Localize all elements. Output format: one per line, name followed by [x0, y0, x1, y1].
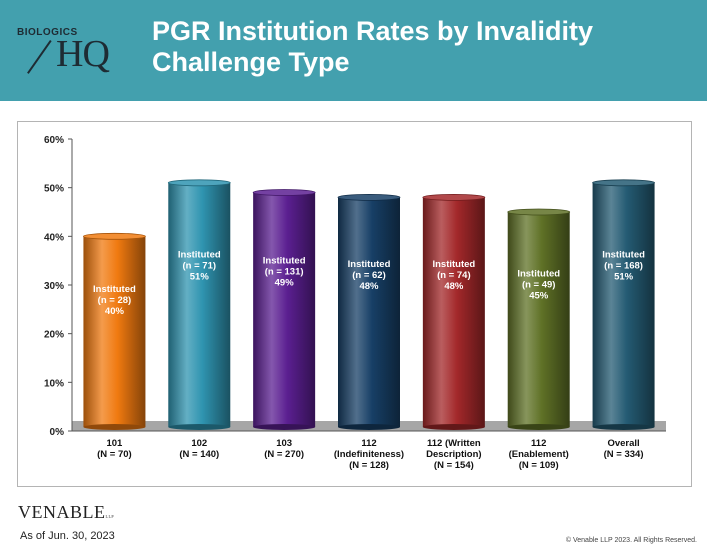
- x-category-label: (Enablement): [509, 449, 569, 460]
- bar-data-label: (n = 74): [437, 270, 471, 281]
- y-tick-label: 40%: [44, 232, 64, 243]
- bar-data-label: Instituted: [432, 259, 475, 270]
- x-category-label: 112: [361, 438, 376, 449]
- x-category-label: (N = 334): [604, 449, 644, 460]
- x-category-label: 102: [191, 438, 207, 449]
- venable-logo: VENABLELLP: [18, 502, 114, 523]
- bar-base: [168, 424, 231, 430]
- biologics-logo-text: BIOLOGICS: [17, 27, 78, 38]
- bar-body: [338, 197, 400, 427]
- bar-6: [507, 208, 571, 430]
- x-category-label: (N = 154): [434, 460, 474, 471]
- copyright-notice: © Venable LLP 2023. All Rights Reserved.: [565, 537, 697, 544]
- firm-logo-suffix: LLP: [105, 514, 115, 519]
- hq-logo-text: HQ: [56, 33, 110, 75]
- bar-1: [83, 232, 146, 430]
- x-category-label: (N = 109): [519, 460, 559, 471]
- y-tick-label: 20%: [44, 330, 64, 341]
- bar-data-label: 49%: [275, 278, 295, 289]
- bar-4: [337, 193, 401, 430]
- x-category-label: (N = 270): [264, 449, 304, 460]
- y-tick-label: 60%: [44, 135, 64, 146]
- bar-base: [507, 424, 570, 430]
- bar-data-label: (n = 49): [522, 279, 556, 290]
- bar-2: [167, 179, 231, 430]
- bar-body: [422, 197, 485, 427]
- bar-5: [422, 193, 486, 430]
- bar-body: [253, 192, 316, 427]
- bar-cap: [507, 208, 571, 216]
- bar-data-label: (n = 62): [352, 270, 386, 281]
- y-tick-label: 0%: [50, 427, 65, 438]
- bar-data-label: (n = 28): [98, 295, 132, 306]
- bar-base: [422, 424, 485, 430]
- bar-data-label: 40%: [105, 306, 125, 317]
- y-tick-label: 30%: [44, 281, 64, 292]
- y-tick-label: 50%: [44, 184, 64, 195]
- bar-data-label: Instituted: [178, 249, 221, 260]
- bar-cap: [83, 232, 146, 240]
- bar-base: [83, 424, 146, 430]
- bar-data-label: Instituted: [517, 268, 560, 279]
- bar-base: [338, 424, 400, 430]
- bar-data-label: Instituted: [93, 284, 136, 295]
- bar-data-label: Instituted: [602, 249, 645, 260]
- bar-cap: [422, 193, 486, 201]
- bar-cap: [592, 179, 655, 187]
- x-category-label: (N = 70): [97, 449, 132, 460]
- bar-data-label: Instituted: [263, 256, 306, 267]
- bar-data-label: Instituted: [348, 259, 391, 270]
- bar-3: [252, 189, 316, 430]
- bar-body: [168, 182, 231, 427]
- bar-data-label: (n = 71): [183, 260, 217, 271]
- bar-cap: [337, 193, 401, 201]
- bar-data-label: (n = 131): [265, 267, 304, 278]
- x-category-label: (N = 140): [179, 449, 219, 460]
- as-of-date: As of Jun. 30, 2023: [20, 530, 115, 542]
- x-category-label: (N = 128): [349, 460, 389, 471]
- bar-data-label: 48%: [359, 281, 379, 292]
- bar-base: [592, 424, 655, 430]
- bar-data-label: (n = 168): [604, 260, 643, 271]
- header-banner: BIOLOGICS HQ PGR Institution Rates by In…: [0, 0, 707, 101]
- bar-data-label: 48%: [444, 281, 464, 292]
- firm-logo-text: VENABLE: [18, 502, 106, 522]
- bar-data-label: 51%: [614, 271, 634, 282]
- bar-cap: [252, 189, 316, 196]
- x-category-label: 112 (Written: [427, 438, 481, 449]
- bar-body: [507, 212, 570, 427]
- bar-7: [592, 179, 655, 430]
- x-category-label: 101: [106, 438, 123, 449]
- x-category-label: Overall: [607, 438, 639, 449]
- bar-data-label: 51%: [190, 271, 210, 282]
- x-category-label: 103: [276, 438, 292, 449]
- bar-base: [253, 424, 316, 430]
- y-tick-label: 10%: [44, 378, 64, 389]
- bar-body: [83, 236, 146, 427]
- x-category-label: Description): [426, 449, 481, 460]
- page-title: PGR Institution Rates by Invalidity Chal…: [152, 16, 594, 77]
- x-category-label: (Indefiniteness): [334, 449, 404, 460]
- bar-body: [592, 182, 655, 427]
- bar-cap: [167, 179, 231, 187]
- x-category-label: 112: [531, 438, 546, 449]
- bar-data-label: 45%: [529, 290, 549, 301]
